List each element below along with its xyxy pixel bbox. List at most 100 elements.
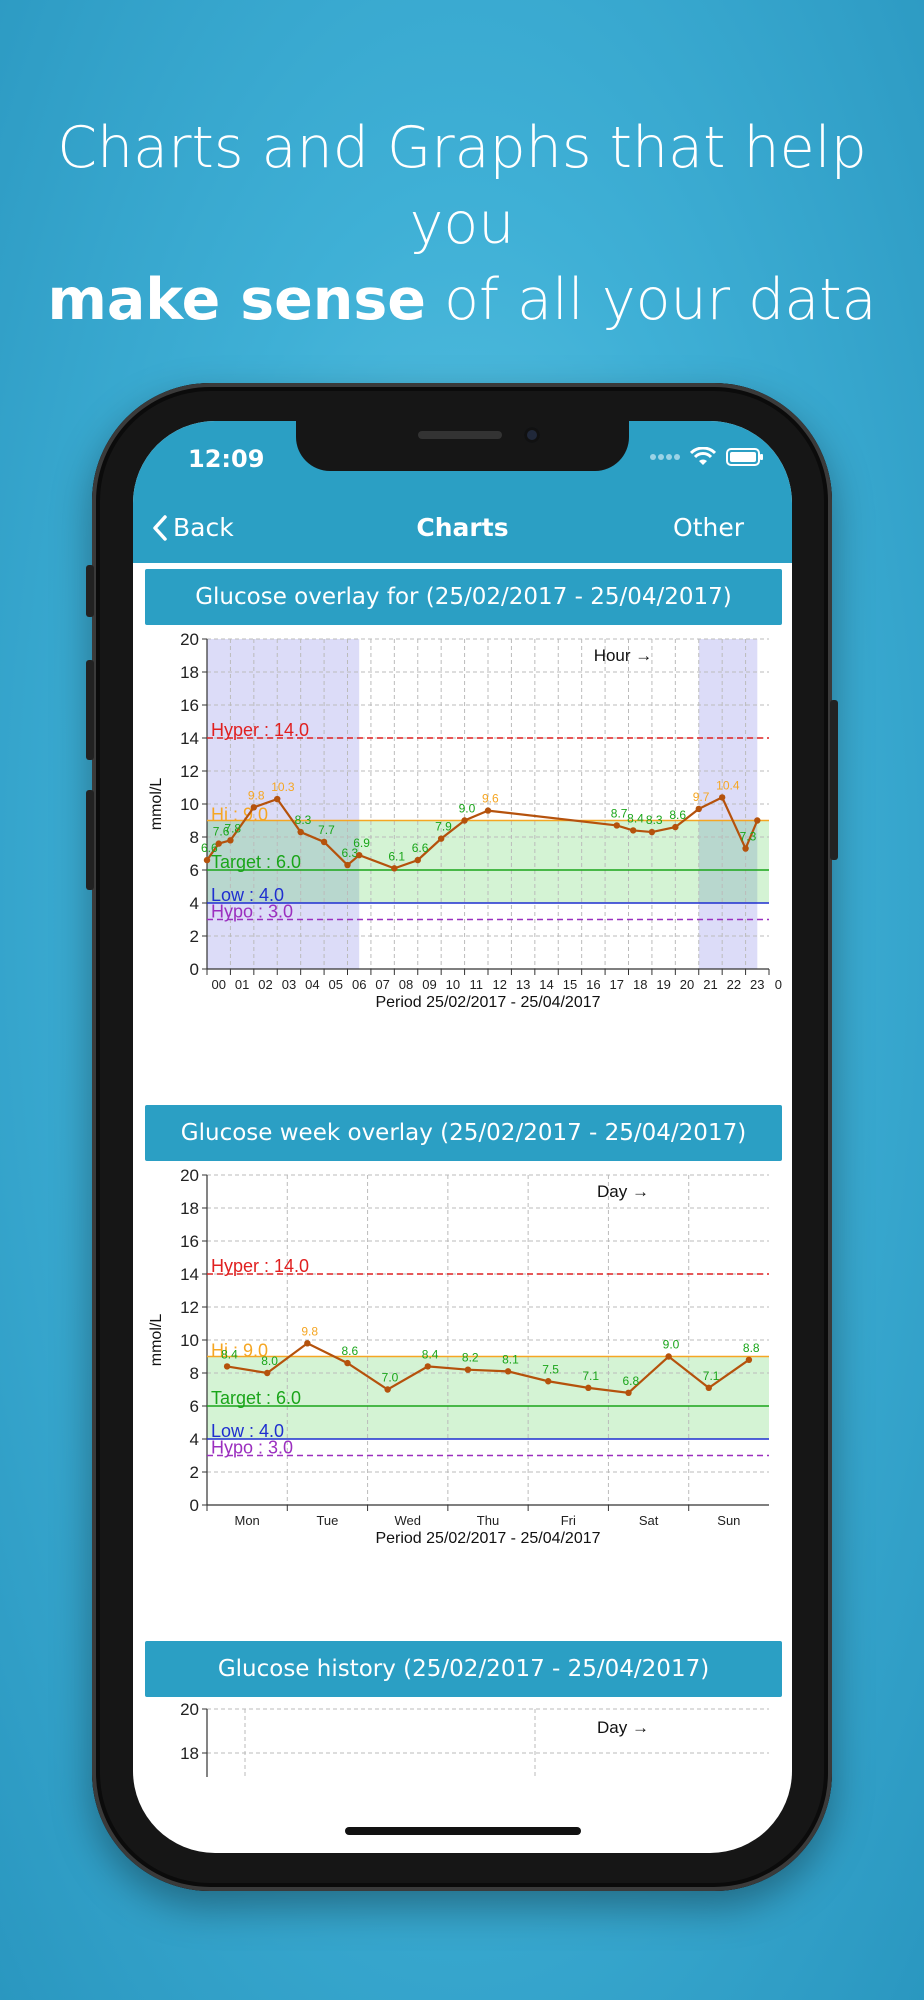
data-label: 8.3 — [295, 813, 312, 827]
data-label: 7.6 — [213, 825, 230, 839]
home-indicator — [345, 1827, 581, 1835]
threshold-label-low: Low : 4.0 — [211, 885, 284, 905]
headline-line-2: make sense of all your data — [0, 262, 924, 338]
y-tick-label: 18 — [180, 1199, 199, 1218]
threshold-label-hyper: Hyper : 14.0 — [211, 1256, 309, 1276]
y-axis-title: mmol/L — [148, 778, 165, 831]
headline-line-1: Charts and Graphs that help you — [57, 115, 867, 257]
x-tick-label: 01 — [235, 977, 249, 992]
x-tick-label: 04 — [305, 977, 319, 992]
wifi-icon — [690, 447, 716, 465]
section-header-week: Glucose week overlay (25/02/2017 - 25/04… — [145, 1105, 782, 1161]
x-tick-label: 10 — [446, 977, 460, 992]
data-point — [742, 845, 749, 852]
y-tick-label: 2 — [190, 1463, 199, 1482]
data-point — [203, 856, 211, 864]
y-tick-label: 14 — [180, 729, 199, 748]
x-tick-label: 14 — [539, 977, 553, 992]
chart-annotation: Day → — [597, 1718, 649, 1737]
data-point — [384, 1386, 391, 1393]
y-tick-label: 18 — [180, 663, 199, 682]
x-tick-label: 16 — [586, 977, 600, 992]
y-tick-label: 16 — [180, 1232, 199, 1251]
x-tick-label: Sat — [639, 1513, 659, 1528]
data-point — [718, 794, 726, 801]
signal-dots-icon — [650, 454, 680, 460]
y-tick-label: 2 — [190, 927, 199, 946]
data-point — [545, 1378, 552, 1385]
x-tick-label: 12 — [492, 977, 506, 992]
data-label: 6.9 — [353, 836, 370, 850]
data-label: 6.6 — [201, 841, 218, 855]
data-label: 7.3 — [740, 830, 757, 844]
data-label: 8.4 — [221, 1347, 238, 1361]
volume-up-button — [86, 660, 94, 760]
data-label: 7.8 — [224, 821, 241, 835]
data-point — [705, 1384, 712, 1392]
x-tick-label: 00 — [211, 977, 225, 992]
data-point — [648, 828, 656, 836]
x-tick-label: 05 — [329, 977, 343, 992]
other-button[interactable]: Other — [673, 513, 744, 542]
y-tick-label: 12 — [180, 1298, 199, 1317]
data-label: 8.4 — [627, 811, 644, 825]
chevron-left-icon — [153, 514, 167, 541]
x-tick-label: Sun — [717, 1513, 740, 1528]
chart-annotation: Day → — [597, 1182, 649, 1201]
data-point — [250, 804, 258, 811]
mute-switch — [86, 565, 94, 617]
chart-annotation: Hour → — [594, 646, 653, 665]
charts-scroll-content[interactable]: Glucose overlay for (25/02/2017 - 25/04/… — [133, 563, 792, 1853]
y-tick-label: 0 — [190, 960, 199, 979]
notch — [296, 421, 629, 471]
data-point — [227, 837, 234, 844]
data-label: 8.7 — [611, 806, 628, 820]
average-line — [206, 795, 759, 870]
x-axis-title: Period 25/02/2017 - 25/04/2017 — [375, 1530, 600, 1547]
threshold-label-target: Target : 6.0 — [211, 1388, 301, 1408]
data-point — [414, 856, 421, 864]
nav-title: Charts — [416, 513, 509, 542]
data-point — [424, 1363, 431, 1370]
x-tick-label: Tue — [316, 1513, 338, 1528]
data-label: 6.1 — [388, 849, 405, 863]
threshold-label-hyper: Hyper : 14.0 — [211, 720, 309, 740]
y-tick-label: 16 — [180, 696, 199, 715]
data-point — [613, 822, 620, 829]
y-tick-label: 20 — [180, 1700, 199, 1719]
data-point — [585, 1384, 592, 1392]
x-tick-label: 18 — [633, 977, 647, 992]
data-point — [264, 1369, 271, 1377]
headline: Charts and Graphs that help you make sen… — [0, 110, 924, 338]
data-label: 7.5 — [542, 1362, 559, 1376]
x-tick-label: 0 — [775, 977, 782, 992]
y-tick-label: 8 — [190, 1364, 199, 1383]
data-label: 7.1 — [582, 1369, 599, 1383]
x-tick-label: 22 — [727, 977, 741, 992]
x-tick-label: 13 — [516, 977, 530, 992]
data-label: 8.6 — [669, 808, 686, 822]
data-point — [391, 865, 398, 872]
front-camera — [524, 427, 540, 443]
back-button[interactable]: Back — [151, 513, 234, 542]
data-point — [223, 1363, 231, 1370]
threshold-label-hypo: Hypo : 3.0 — [211, 1438, 293, 1458]
data-point — [461, 817, 468, 824]
y-tick-label: 10 — [180, 1331, 199, 1350]
threshold-label-hi: Hi : 9.0 — [211, 1341, 268, 1361]
data-label: 7.7 — [318, 823, 335, 837]
threshold-label-target: Target : 6.0 — [211, 852, 301, 872]
data-point — [437, 835, 445, 842]
glucose-week-chart: 0 2 4 6 8 10 12 14 16 18 20 Day → Hyper : 14.0 Hi : 9… — [148, 1166, 769, 1547]
y-tick-label: 4 — [190, 894, 199, 913]
battery-icon — [726, 448, 763, 466]
data-point — [356, 851, 363, 859]
data-point — [504, 1368, 512, 1375]
data-label: 9.0 — [459, 802, 476, 816]
data-point — [665, 1353, 672, 1360]
data-point — [274, 795, 281, 803]
x-tick-label: 03 — [282, 977, 296, 992]
y-tick-label: 8 — [190, 828, 199, 847]
data-label: 6.6 — [412, 841, 429, 855]
y-tick-label: 20 — [180, 1166, 199, 1185]
